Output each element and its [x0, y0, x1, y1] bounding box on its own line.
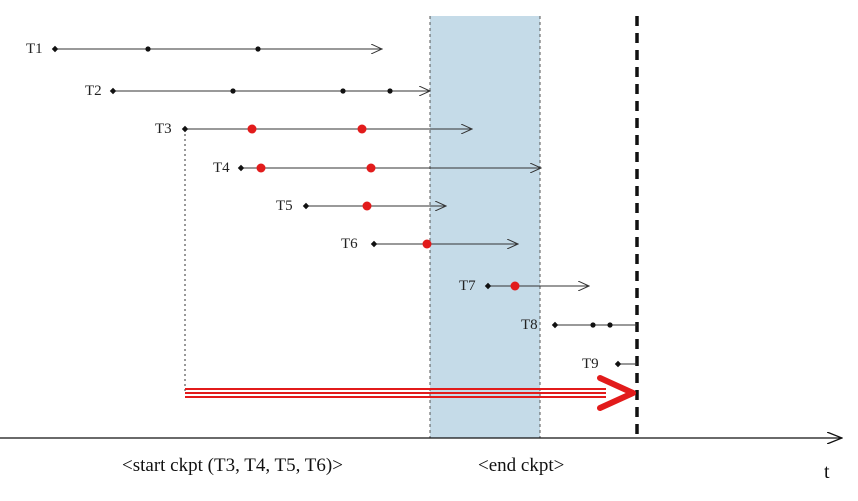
active-operation-dot-t3-2: [357, 124, 367, 134]
operation-dot-t2-1: [230, 88, 236, 94]
operation-dot-t2-2: [340, 88, 346, 94]
transaction-row-t3: T3: [155, 121, 472, 137]
transaction-label-t9: T9: [582, 356, 599, 372]
active-operation-dot-t4-1: [256, 163, 266, 173]
end-checkpoint-label: <end ckpt>: [478, 455, 564, 476]
transaction-start-marker-t9: [614, 360, 622, 368]
active-operation-dot-t7-1: [510, 281, 520, 291]
transaction-label-t3: T3: [155, 121, 172, 137]
transaction-label-t2: T2: [85, 83, 102, 99]
start-checkpoint-label: <start ckpt (T3, T4, T5, T6)>: [122, 455, 343, 476]
operation-dot-t2-3: [387, 88, 393, 94]
transaction-start-marker-t3: [181, 125, 189, 133]
active-operation-dot-t6-1: [422, 239, 432, 249]
transaction-rows: T1 T2 T3 T4 T5 T6 T7 T8 T9: [26, 41, 637, 372]
operation-dot-t1-2: [255, 46, 261, 52]
transaction-label-t8: T8: [521, 317, 538, 333]
transaction-label-t7: T7: [459, 278, 476, 294]
transaction-label-t6: T6: [341, 236, 358, 252]
transaction-start-marker-t6: [370, 240, 378, 248]
checkpoint-interval-band: [430, 16, 540, 438]
transaction-start-marker-t5: [302, 202, 310, 210]
active-operation-dot-t5-1: [362, 201, 372, 211]
transaction-start-marker-t1: [51, 45, 59, 53]
transaction-row-t8: T8: [521, 317, 637, 333]
transaction-row-t2: T2: [85, 83, 430, 99]
transaction-start-marker-t8: [551, 321, 559, 329]
transaction-row-t6: T6: [341, 236, 518, 252]
operation-dot-t1-1: [145, 46, 151, 52]
transaction-start-marker-t2: [109, 87, 117, 95]
transaction-row-t1: T1: [26, 41, 382, 57]
transaction-label-t5: T5: [276, 198, 293, 214]
transaction-start-marker-t7: [484, 282, 492, 290]
active-operation-dot-t4-2: [366, 163, 376, 173]
redo-scan-arrow: [185, 375, 636, 411]
transaction-row-t4: T4: [213, 160, 541, 176]
transaction-start-marker-t4: [237, 164, 245, 172]
transaction-row-t5: T5: [276, 198, 446, 214]
transaction-row-t7: T7: [459, 278, 589, 294]
transaction-label-t1: T1: [26, 41, 43, 57]
transaction-label-t4: T4: [213, 160, 230, 176]
operation-dot-t8-2: [607, 322, 613, 328]
time-axis-label: t: [824, 461, 830, 483]
operation-dot-t8-1: [590, 322, 596, 328]
active-operation-dot-t3-1: [247, 124, 257, 134]
transaction-row-t9: T9: [582, 356, 637, 372]
